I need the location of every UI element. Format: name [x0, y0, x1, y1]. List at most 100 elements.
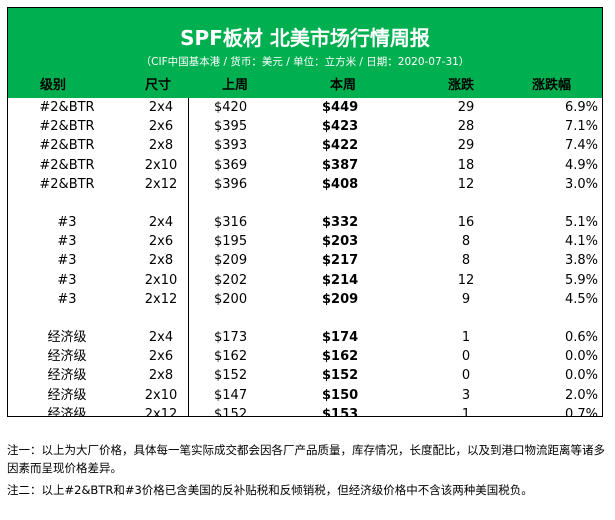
- change-value: 0: [461, 368, 471, 384]
- footnote-2: 注二：以上#2&BTR和#3价格已含美国的反补贴税和反倾销税，但经济级价格中不含…: [7, 483, 533, 497]
- prev-week-price: $195: [214, 234, 248, 250]
- prev-week-price: $209: [214, 253, 248, 269]
- size-cell: 2x12: [144, 291, 178, 307]
- size-cell: 2x8: [148, 368, 174, 384]
- change-value: 3: [461, 387, 471, 403]
- size-cell: 2x10: [144, 387, 178, 403]
- prev-week-price: $200: [214, 291, 248, 307]
- this-week-price: $214: [322, 272, 359, 288]
- change-percent: 4.9%: [564, 157, 598, 173]
- column-headers: 级别 尺寸 上周 本周 涨跌 涨跌幅: [8, 71, 602, 96]
- size-cell: 2x6: [148, 119, 174, 135]
- change-value: 12: [457, 176, 475, 192]
- prev-week-price: $202: [214, 272, 248, 288]
- grade-cell: #3: [57, 234, 77, 250]
- table-title: SPF板材 北美市场行情周报: [180, 26, 430, 50]
- table-row: #3 2x10 $202 $214 12 5.9%: [8, 271, 602, 290]
- size-cell: 2x12: [144, 406, 178, 417]
- change-percent: 7.4%: [564, 138, 598, 154]
- table-row: #2&BTR 2x12 $396 $408 12 3.0%: [8, 175, 602, 194]
- change-value: 9: [461, 291, 471, 307]
- this-week-price: $387: [322, 157, 359, 173]
- column-header-grade: 级别: [40, 78, 67, 93]
- table-row: #3 2x4 $316 $332 16 5.1%: [8, 213, 602, 232]
- grade-cell: #3: [57, 215, 77, 230]
- size-cell: 2x6: [148, 349, 174, 365]
- change-percent: 0.0%: [564, 368, 598, 384]
- prev-week-price: $162: [214, 349, 248, 365]
- prev-week-price: $147: [214, 387, 248, 403]
- change-percent: 5.1%: [564, 215, 598, 230]
- change-percent: 7.1%: [564, 119, 598, 135]
- this-week-price: $423: [322, 119, 359, 135]
- change-value: 29: [457, 100, 475, 115]
- grade-cell: #2&BTR: [39, 100, 95, 115]
- footnote-1: 注一：以上为大厂价格，具体每一笔实际成交都会因各厂产品质量，库存情况，长度配比，…: [7, 443, 605, 475]
- change-percent: 2.0%: [564, 387, 598, 403]
- change-percent: 6.9%: [564, 100, 598, 115]
- table-row: #3 2x8 $209 $217 8 3.8%: [8, 251, 602, 270]
- table-row: #2&BTR 2x6 $395 $423 28 7.1%: [8, 117, 602, 136]
- size-cell: 2x4: [148, 330, 174, 345]
- change-value: 16: [457, 215, 475, 230]
- this-week-price: $174: [322, 330, 359, 345]
- change-percent: 0.6%: [564, 330, 598, 345]
- table-row: 经济级 2x6 $162 $162 0 0.0%: [8, 347, 602, 366]
- this-week-price: $152: [322, 368, 359, 384]
- prev-week-price: $152: [214, 368, 248, 384]
- size-cell: 2x6: [148, 234, 174, 250]
- table-row: #2&BTR 2x10 $369 $387 18 4.9%: [8, 156, 602, 175]
- change-value: 8: [461, 234, 471, 250]
- size-cell: 2x4: [148, 100, 174, 115]
- table-row: 经济级 2x4 $173 $174 1 0.6%: [8, 328, 602, 347]
- column-header-current: 本周: [330, 78, 357, 93]
- prev-week-price: $152: [214, 406, 248, 417]
- change-value: 28: [457, 119, 475, 135]
- prev-week-price: $316: [214, 215, 248, 230]
- grade-cell: 经济级: [47, 368, 87, 384]
- grade-cell: #2&BTR: [39, 138, 95, 154]
- size-cell: 2x4: [148, 215, 174, 230]
- this-week-price: $209: [322, 291, 359, 307]
- change-value: 12: [457, 272, 475, 288]
- change-value: 29: [457, 138, 475, 154]
- prev-week-price: $393: [214, 138, 248, 154]
- this-week-price: $332: [322, 215, 359, 230]
- grade-cell: #3: [57, 291, 77, 307]
- size-cell: 2x8: [148, 138, 174, 154]
- change-value: 8: [461, 253, 471, 269]
- column-header-size: 尺寸: [145, 78, 172, 93]
- table-row: #3 2x6 $195 $203 8 4.1%: [8, 232, 602, 251]
- this-week-price: $422: [322, 138, 359, 154]
- change-value: 0: [461, 349, 471, 365]
- grade-cell: #3: [57, 272, 77, 288]
- this-week-price: $217: [322, 253, 359, 269]
- grade-cell: 经济级: [47, 406, 87, 417]
- table-row: 经济级 2x8 $152 $152 0 0.0%: [8, 366, 602, 385]
- change-percent: 0.7%: [564, 406, 598, 417]
- grade-cell: #2&BTR: [39, 157, 95, 173]
- grade-cell: #2&BTR: [39, 176, 95, 192]
- this-week-price: $150: [322, 387, 359, 403]
- change-percent: 3.8%: [564, 253, 598, 269]
- change-percent: 5.9%: [564, 272, 598, 288]
- column-header-change: 涨跌: [448, 78, 475, 93]
- table-body: #2&BTR 2x4 $420 $449 29 6.9% #2&BTR 2x6 $395 $423…: [8, 98, 602, 417]
- table-header-band: SPF板材 北美市场行情周报 （CIF中国基本港 / 货币：美元 / 单位：立方…: [8, 8, 602, 98]
- grade-cell: 经济级: [47, 387, 87, 403]
- grade-column-divider: [188, 98, 189, 416]
- prev-week-price: $369: [214, 157, 248, 173]
- size-cell: 2x10: [144, 272, 178, 288]
- change-value: 18: [457, 157, 475, 173]
- this-week-price: $408: [322, 176, 359, 192]
- change-percent: 0.0%: [564, 349, 598, 365]
- this-week-price: $449: [322, 100, 359, 115]
- column-header-prev: 上周: [222, 78, 249, 93]
- size-cell: 2x10: [144, 157, 178, 173]
- table-row: #2&BTR 2x8 $393 $422 29 7.4%: [8, 136, 602, 155]
- change-percent: 4.1%: [564, 234, 598, 250]
- size-cell: 2x12: [144, 176, 178, 192]
- this-week-price: $153: [322, 406, 359, 417]
- this-week-price: $203: [322, 234, 359, 250]
- table-row: #2&BTR 2x4 $420 $449 29 6.9%: [8, 98, 602, 117]
